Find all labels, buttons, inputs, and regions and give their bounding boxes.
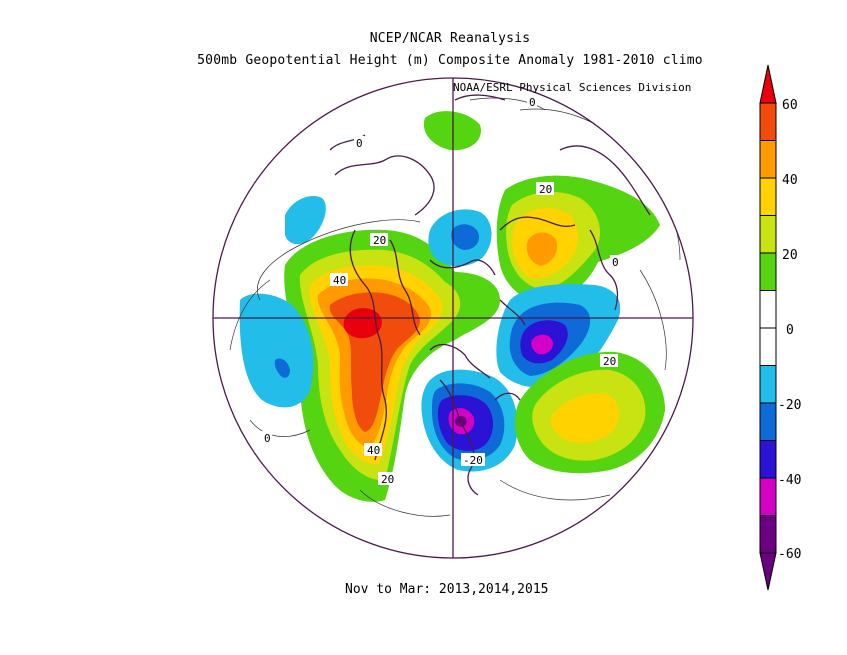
colorbar-top-arrow <box>759 64 777 104</box>
contour-label: 0 <box>356 137 363 150</box>
colorbar-box <box>759 365 777 404</box>
colorbar-tick: -40 <box>778 473 801 488</box>
map-title: NCEP/NCAR Reanalysis <box>369 31 531 46</box>
colorbar-tick: -20 <box>778 398 801 413</box>
colorbar-tick: -60 <box>778 547 801 562</box>
colorbar-tick: 0 <box>786 323 794 338</box>
ridge-red-core <box>343 308 382 339</box>
colorbar-box <box>759 252 777 291</box>
colorbar-boxes <box>759 102 777 554</box>
colorbar-box <box>759 102 777 141</box>
colorbar-box <box>759 140 777 179</box>
west-low-lightblue-region <box>239 293 314 408</box>
contour-label: 20 <box>539 183 552 196</box>
contour-label: 0 <box>612 256 619 269</box>
colorbar-tick: 40 <box>782 173 798 188</box>
west-low-blue-core <box>274 358 290 378</box>
contour-label: 20 <box>603 355 616 368</box>
colorbar-box <box>759 215 777 254</box>
colorbar: 60 40 20 0 -20 -40 -60 <box>759 64 801 591</box>
contour-labels: 20 40 0 20 0 20 0 40 20 -20 0 <box>262 95 620 486</box>
europe-low-magenta-core <box>531 334 554 355</box>
siberian-ridge-orange-core <box>526 232 558 266</box>
contour-label: -20 <box>463 454 483 467</box>
anomaly-field <box>229 97 681 517</box>
polar-low-blue-core <box>451 224 480 250</box>
colorbar-tick: 20 <box>782 248 798 263</box>
contour-label: 40 <box>333 274 346 287</box>
period-caption: Nov to Mar: 2013,2014,2015 <box>345 582 549 597</box>
contour-label: 0 <box>529 96 536 109</box>
colorbar-box <box>759 477 777 516</box>
northwest-low-lightblue-region <box>285 195 326 245</box>
colorbar-box <box>759 290 777 329</box>
map-boundary <box>212 77 694 559</box>
contour-label: 0 <box>264 432 271 445</box>
colorbar-tick: 60 <box>782 98 798 113</box>
colorbar-tick-labels: 60 40 20 0 -20 -40 -60 <box>778 98 801 562</box>
coastlines <box>329 94 651 496</box>
credit-label: NOAA/ESRL Physical Sciences Division <box>453 81 692 94</box>
colorbar-box <box>759 327 777 366</box>
colorbar-bottom-arrow <box>759 552 777 591</box>
colorbar-box <box>759 402 777 441</box>
contour-label: 40 <box>367 444 380 457</box>
atlantic-ridge-yellow-core <box>550 393 620 443</box>
colorbar-box <box>759 440 777 479</box>
contour-label: 20 <box>373 234 386 247</box>
map-subtitle: 500mb Geopotential Height (m) Composite … <box>197 53 703 68</box>
graticule <box>213 78 693 558</box>
colorbar-box <box>759 515 777 554</box>
colorbar-box <box>759 177 777 216</box>
contour-label: 20 <box>381 473 394 486</box>
